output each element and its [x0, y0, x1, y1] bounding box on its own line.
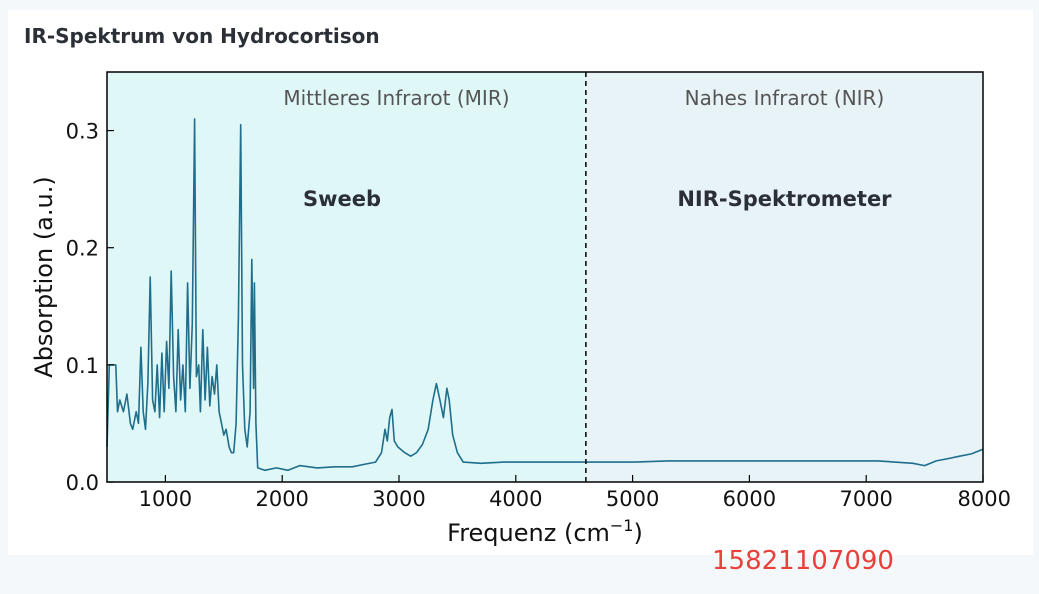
y-tick-label: 0.3: [66, 120, 99, 144]
y-tick-label: 0.2: [66, 237, 99, 261]
nir-region-label: Nahes Infrarot (NIR): [685, 86, 885, 110]
sweeb-device-label: Sweeb: [303, 187, 381, 211]
y-axis-label: Absorption (a.u.): [30, 176, 58, 377]
chart-title: IR-Spektrum von Hydrocortison: [24, 24, 380, 48]
x-tick-label: 5000: [606, 487, 659, 511]
region-background-1: [585, 72, 983, 482]
plot-frame: [106, 71, 984, 483]
x-tick-label: 1000: [139, 487, 192, 511]
y-tick-label: 0.1: [66, 354, 99, 378]
watermark-number: 15821107090: [712, 546, 894, 576]
spectrum-line: [106, 118, 984, 472]
x-tick-label: 2000: [255, 487, 308, 511]
nir-spektrometer-label: NIR-Spektrometer: [677, 187, 892, 211]
x-tick-label: 3000: [372, 487, 425, 511]
x-tick-label: 4000: [489, 487, 542, 511]
mir-region-label: Mittleres Infrarot (MIR): [283, 86, 509, 110]
x-tick-label: 8000: [958, 487, 1011, 511]
x-tick-label: 7000: [839, 487, 892, 511]
region-background-0: [107, 72, 586, 482]
x-tick-label: 6000: [723, 487, 776, 511]
x-axis-label: Frequenz (cm−1): [447, 516, 643, 547]
y-tick-label: 0.0: [66, 471, 99, 495]
